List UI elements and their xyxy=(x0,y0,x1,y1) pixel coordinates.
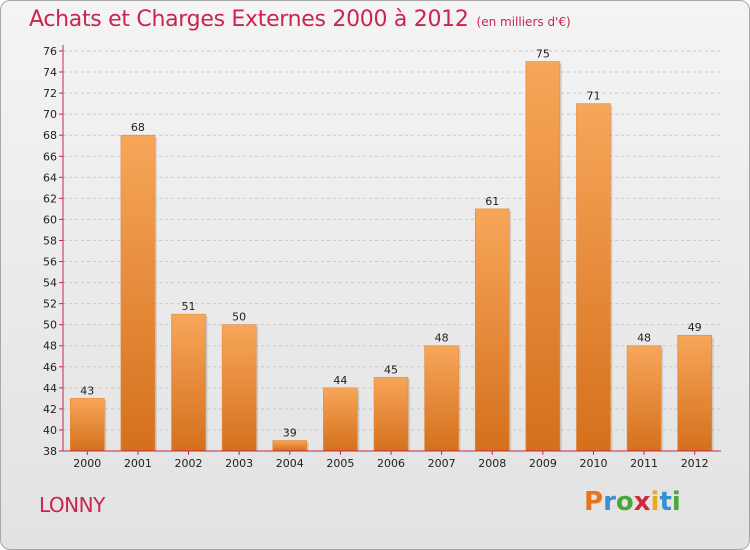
data-label-2009: 75 xyxy=(536,48,550,61)
y-tick-label: 40 xyxy=(43,424,57,437)
bar-2009 xyxy=(525,61,561,452)
y-tick-label: 52 xyxy=(43,298,57,311)
data-label-2005: 44 xyxy=(333,374,347,387)
data-label-2003: 50 xyxy=(232,311,246,324)
bar-2008 xyxy=(474,208,510,452)
y-tick-label: 64 xyxy=(43,171,57,184)
y-tick-label: 76 xyxy=(43,45,57,58)
y-tick-label: 74 xyxy=(43,66,57,79)
logo-letter: i xyxy=(650,487,660,517)
chart-unit: (en milliers d'€) xyxy=(476,15,571,29)
bar-2007 xyxy=(424,345,459,452)
bar-2002 xyxy=(171,313,206,452)
bar-2012 xyxy=(677,334,712,452)
x-tick-label-2005: 2005 xyxy=(326,457,354,470)
logo-letter: x xyxy=(633,487,651,517)
bar-2006 xyxy=(373,377,409,452)
bar-2005 xyxy=(323,387,358,452)
x-tick-label-2010: 2010 xyxy=(579,457,607,470)
bar-2000 xyxy=(70,398,105,452)
logo-letter: t xyxy=(659,487,672,517)
chart-title-text: Achats et Charges Externes 2000 à 2012 xyxy=(29,7,469,32)
y-tick-label: 48 xyxy=(43,340,57,353)
y-tick-label: 44 xyxy=(43,382,57,395)
y-tick-label: 70 xyxy=(43,108,57,121)
data-label-2002: 51 xyxy=(182,300,196,313)
bar-2004 xyxy=(272,440,308,452)
bar-2011 xyxy=(626,345,662,452)
x-tick-label-2001: 2001 xyxy=(124,457,152,470)
data-label-2011: 48 xyxy=(637,332,651,345)
y-tick-label: 56 xyxy=(43,256,57,269)
data-label-2004: 39 xyxy=(283,426,297,439)
commune-name: LONNY xyxy=(39,493,105,517)
logo-letter: o xyxy=(615,487,634,517)
bar-2001 xyxy=(120,134,156,452)
y-tick-label: 54 xyxy=(43,277,57,290)
bar-2003 xyxy=(221,324,257,452)
data-label-2010: 71 xyxy=(586,90,600,103)
y-tick-label: 58 xyxy=(43,234,57,247)
axes xyxy=(62,45,721,452)
y-tick-label: 68 xyxy=(43,129,57,142)
x-tick-label-2012: 2012 xyxy=(681,457,709,470)
y-tick-label: 62 xyxy=(43,192,57,205)
bar-2010 xyxy=(576,103,611,452)
y-tick-label: 38 xyxy=(43,445,57,458)
bars: 43 68 51 50 39 44 45 48 61 75 71 48 49 xyxy=(70,48,714,452)
y-tick-label: 42 xyxy=(43,403,57,416)
x-tick-label-2002: 2002 xyxy=(175,457,203,470)
x-axis-ticks: 2000 2001 2002 2003 2004 2005 2006 2007 2008 2009… xyxy=(73,451,709,470)
data-label-2008: 61 xyxy=(485,195,499,208)
x-tick-label-2006: 2006 xyxy=(377,457,405,470)
y-axis-ticks: 38 40 42 44 46 48 50 52 54 56 58 60 62 64 66 68 70 72 74 76 xyxy=(43,45,63,458)
data-label-2006: 45 xyxy=(384,363,398,376)
y-tick-label: 60 xyxy=(43,213,57,226)
y-tick-label: 66 xyxy=(43,150,57,163)
x-tick-label-2000: 2000 xyxy=(73,457,101,470)
data-label-2012: 49 xyxy=(688,321,702,334)
x-tick-label-2004: 2004 xyxy=(276,457,304,470)
x-tick-label-2003: 2003 xyxy=(225,457,253,470)
y-tick-label: 72 xyxy=(43,87,57,100)
chart-title: Achats et Charges Externes 2000 à 2012 (e… xyxy=(29,7,571,32)
x-tick-label-2011: 2011 xyxy=(630,457,658,470)
logo-letter: i xyxy=(671,487,681,517)
x-tick-label-2007: 2007 xyxy=(428,457,456,470)
data-label-2000: 43 xyxy=(80,384,94,397)
data-label-2001: 68 xyxy=(131,121,145,134)
logo-letter: P xyxy=(584,487,604,517)
x-tick-label-2009: 2009 xyxy=(529,457,557,470)
logo-letter: r xyxy=(603,487,616,517)
y-tick-label: 50 xyxy=(43,319,57,332)
y-tick-label: 46 xyxy=(43,361,57,374)
proxiti-logo: Proxiti xyxy=(584,487,681,517)
data-label-2007: 48 xyxy=(435,332,449,345)
x-tick-label-2008: 2008 xyxy=(478,457,506,470)
